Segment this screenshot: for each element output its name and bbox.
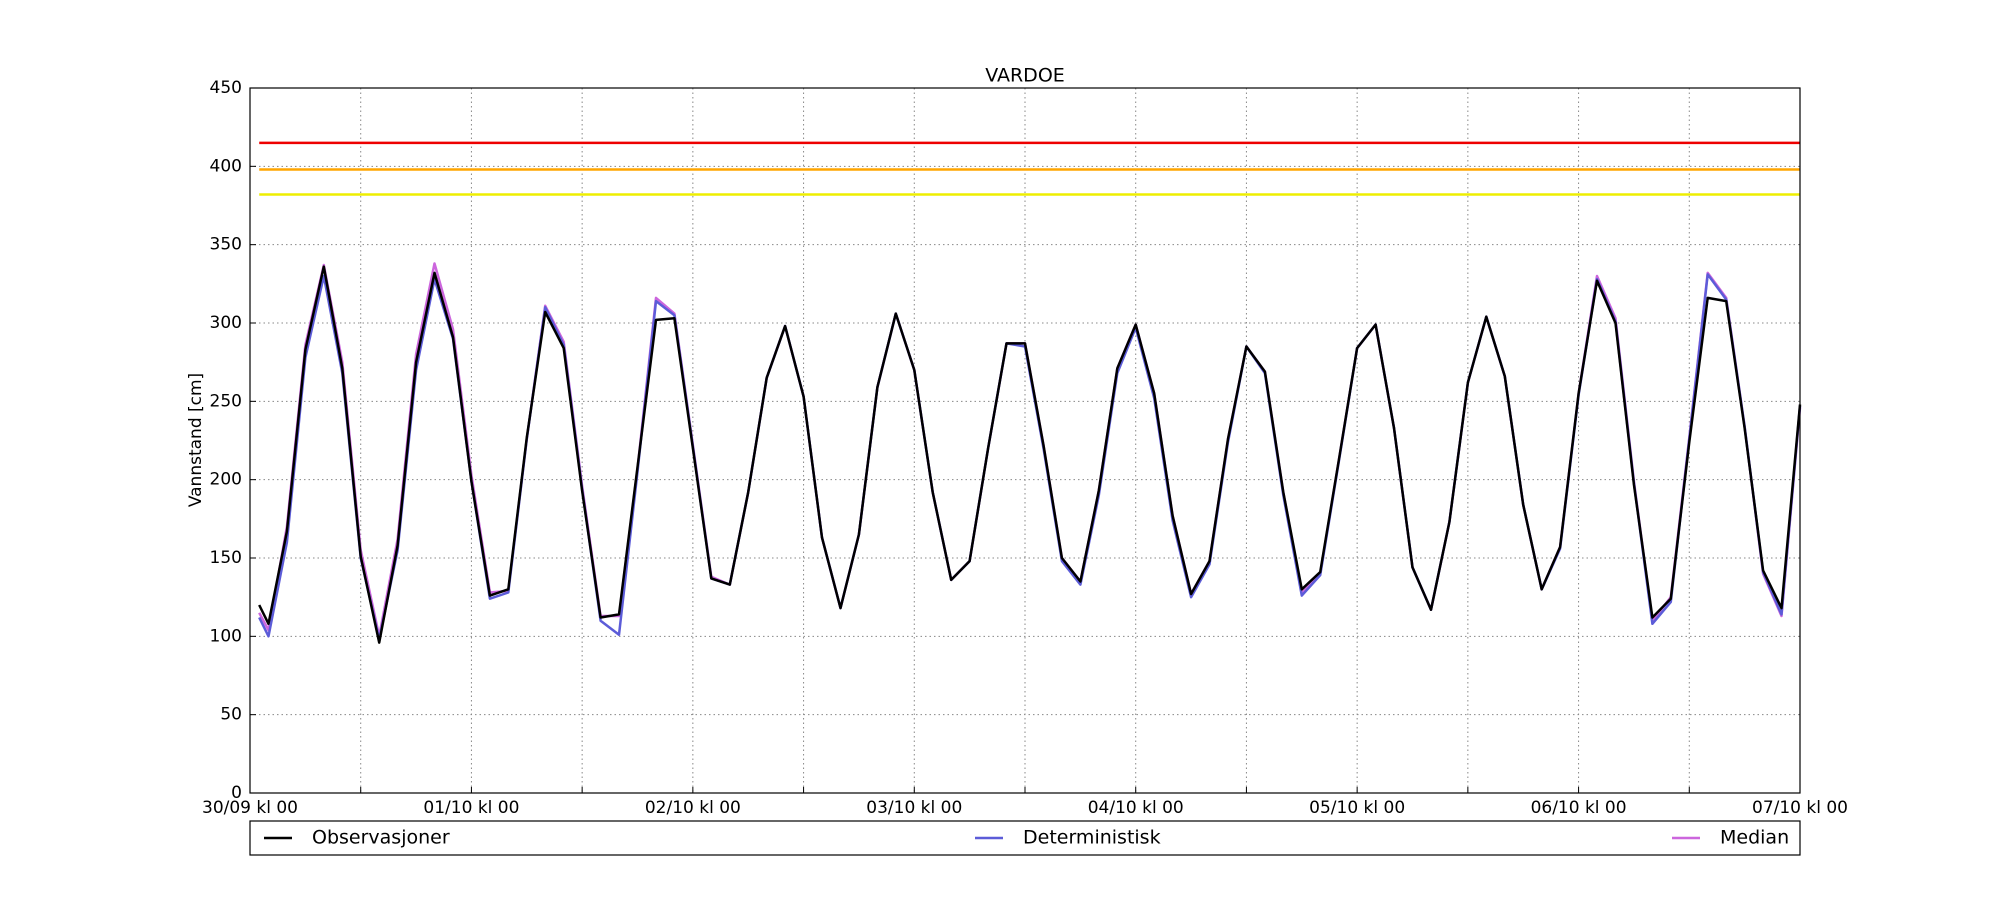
y-tick-label: 400 xyxy=(210,156,242,176)
y-tick-label: 200 xyxy=(210,470,242,490)
x-tick-label: 06/10 kl 00 xyxy=(1531,798,1627,818)
y-axis-label: Vannstand [cm] xyxy=(186,373,206,507)
x-tick-label: 02/10 kl 00 xyxy=(645,798,741,818)
y-tick-label: 150 xyxy=(210,548,242,568)
x-tick-label: 04/10 kl 00 xyxy=(1088,798,1184,818)
y-tick-label: 0 xyxy=(231,783,242,803)
y-tick-label: 300 xyxy=(210,313,242,333)
plot-frame xyxy=(249,87,1801,794)
chart-title: VARDOE xyxy=(985,65,1065,87)
legend-label: Observasjoner xyxy=(312,827,450,849)
y-tick-label: 250 xyxy=(210,391,242,411)
y-tick-label: 100 xyxy=(210,626,242,646)
x-tick-label: 07/10 kl 00 xyxy=(1752,798,1848,818)
y-tick-label: 50 xyxy=(220,705,242,725)
y-tick-label: 450 xyxy=(210,78,242,98)
legend-box xyxy=(249,820,1801,856)
x-tick-label: 30/09 kl 00 xyxy=(202,798,298,818)
series-line xyxy=(258,265,1802,644)
legend-label: Median xyxy=(1720,827,1789,849)
legend-label: Deterministisk xyxy=(1023,827,1161,849)
x-tick-label: 03/10 kl 00 xyxy=(866,798,962,818)
x-tick-label: 01/10 kl 00 xyxy=(423,798,519,818)
x-tick-label: 05/10 kl 00 xyxy=(1309,798,1405,818)
y-tick-label: 350 xyxy=(210,235,242,255)
